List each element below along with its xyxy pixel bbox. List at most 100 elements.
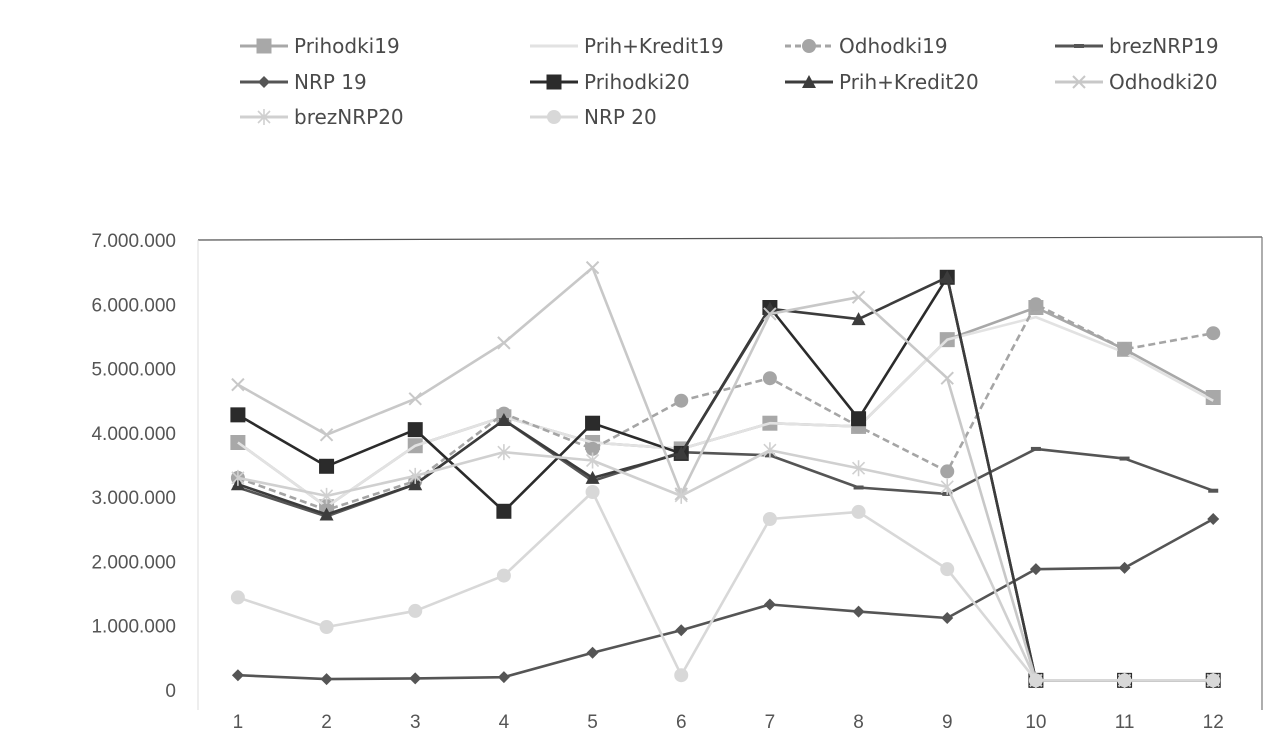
data-point: [1074, 44, 1084, 48]
data-point: [940, 464, 955, 479]
data-point: [319, 458, 335, 474]
data-point: [851, 290, 866, 304]
data-point: [1206, 326, 1221, 341]
y-tick-label: 3.000.000: [91, 488, 176, 509]
legend-label: Prihodki19: [294, 34, 400, 58]
plot-top-border: [197, 236, 1263, 241]
chart-legend: Prihodki19 Prih+Kredit19 Odhodki19 brezNRP1…: [240, 34, 1219, 129]
series-line: [237, 315, 1214, 509]
x-tick-label: 3: [410, 712, 421, 733]
data-point: [319, 507, 334, 521]
data-point: [408, 467, 422, 484]
data-point: [586, 646, 599, 659]
legend-label: NRP 19: [294, 70, 367, 94]
data-point: [547, 110, 561, 124]
legend-item: NRP 19: [240, 70, 367, 94]
series-line: [237, 490, 1214, 682]
data-point: [941, 612, 954, 624]
x-tick-label: 6: [676, 712, 687, 733]
data-point: [319, 428, 334, 442]
legend-item: brezNRP19: [1055, 34, 1219, 58]
data-point: [1028, 673, 1043, 688]
data-point: [497, 671, 510, 684]
series-line: [237, 448, 1214, 682]
data-point: [940, 371, 954, 385]
data-point: [409, 672, 422, 685]
y-tick-label: 5.000.000: [91, 360, 176, 381]
data-point: [257, 109, 271, 125]
data-point: [496, 568, 511, 583]
legend-label: NRP 20: [584, 105, 657, 129]
data-point: [1117, 673, 1132, 688]
x-tick-label: 2: [321, 712, 332, 733]
data-point: [674, 393, 689, 408]
data-point: [674, 446, 689, 460]
data-point: [762, 512, 777, 526]
series-breznrp20: [231, 442, 1220, 689]
data-point: [258, 76, 270, 88]
data-point: [852, 605, 865, 618]
data-point: [1206, 673, 1221, 688]
data-point: [763, 598, 776, 611]
y-tick-label: 4.000.000: [91, 424, 176, 445]
x-tick-label: 7: [765, 712, 776, 733]
legend-item: Prihodki19: [240, 34, 400, 58]
legend-label: Odhodki20: [1109, 70, 1218, 94]
legend-item: Prih+Kredit19: [530, 34, 724, 58]
data-point: [408, 603, 423, 618]
data-point: [230, 590, 245, 605]
x-tick-label: 9: [942, 712, 953, 733]
series-line: [237, 306, 1214, 509]
data-point: [802, 75, 816, 88]
data-point: [231, 377, 245, 392]
x-tick-label: 11: [1115, 712, 1135, 733]
x-tick-label: 10: [1025, 712, 1046, 733]
data-point: [940, 562, 955, 577]
data-point: [851, 504, 866, 519]
legend-item: Odhodki19: [785, 34, 948, 58]
data-point: [802, 39, 816, 53]
data-point: [674, 487, 688, 504]
data-point: [585, 470, 600, 484]
data-point: [940, 478, 954, 495]
data-point: [1118, 561, 1131, 574]
data-point: [320, 673, 333, 686]
legend-item: Prih+Kredit20: [785, 70, 979, 94]
data-point: [586, 452, 600, 469]
data-point: [675, 624, 688, 637]
data-point: [763, 442, 777, 459]
x-tick-label: 12: [1203, 712, 1224, 733]
data-point: [763, 307, 777, 321]
data-point: [852, 460, 866, 477]
legend-label: brezNRP19: [1109, 34, 1219, 58]
x-tick-label: 5: [587, 712, 598, 733]
y-tick-label: 0: [165, 681, 176, 702]
data-point: [853, 485, 864, 490]
data-point: [1207, 513, 1220, 525]
series-line: [237, 275, 1214, 682]
data-point: [320, 487, 334, 504]
data-point: [497, 444, 511, 461]
data-point: [585, 415, 601, 431]
legend-label: brezNRP20: [294, 105, 404, 129]
data-point: [231, 669, 244, 682]
data-point: [762, 371, 777, 386]
data-point: [407, 422, 423, 438]
legend-item: Odhodki20: [1055, 70, 1218, 94]
data-point: [1119, 456, 1130, 461]
data-point: [497, 336, 511, 350]
chart-axes: 0 1.000.000 2.000.000 3.000.000 4.000.000 5.0…: [91, 231, 1263, 733]
y-tick-label: 1.000.000: [91, 617, 176, 638]
series-nrp-19: [231, 513, 1220, 686]
data-point: [674, 668, 689, 683]
data-point: [585, 260, 600, 275]
series-odhodki19: [230, 297, 1221, 517]
y-tick-label: 2.000.000: [91, 552, 176, 573]
y-tick-label: 6.000.000: [91, 295, 176, 316]
data-point: [1117, 342, 1132, 357]
legend-item: Prihodki20: [530, 70, 690, 94]
data-point: [496, 413, 511, 426]
data-point: [319, 620, 334, 634]
series-line: [237, 275, 1214, 682]
data-point: [546, 74, 562, 90]
